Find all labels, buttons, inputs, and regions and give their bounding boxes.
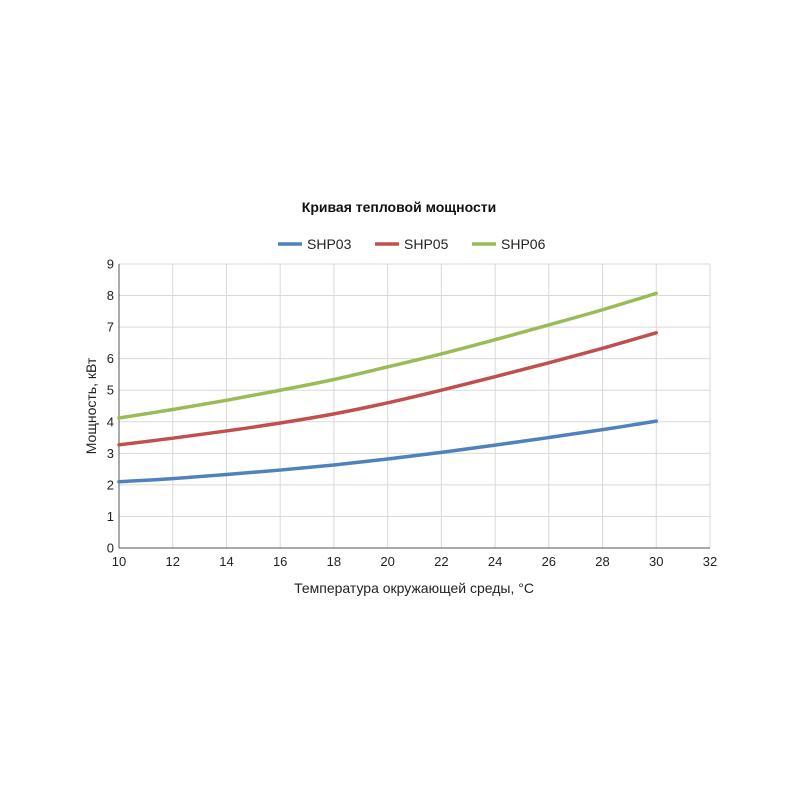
y-tick-label: 8 bbox=[107, 288, 114, 303]
y-tick-label: 0 bbox=[107, 541, 114, 556]
series-line-shp05 bbox=[117, 331, 659, 447]
x-tick-label: 18 bbox=[327, 554, 341, 569]
grid-lines bbox=[118, 263, 711, 549]
series-line-shp03 bbox=[117, 419, 659, 484]
x-axis-label: Температура окружающей среды, °С bbox=[294, 580, 534, 596]
x-tick-label: 30 bbox=[649, 554, 663, 569]
y-tick-label: 2 bbox=[107, 477, 114, 492]
y-tick-labels: 0 1 2 3 4 5 6 7 8 9 bbox=[107, 257, 114, 556]
y-tick-label: 7 bbox=[107, 320, 114, 335]
x-tick-label: 26 bbox=[542, 554, 556, 569]
x-tick-label: 14 bbox=[219, 554, 233, 569]
y-tick-label: 4 bbox=[107, 414, 114, 429]
x-tick-label: 32 bbox=[703, 554, 717, 569]
y-axis-label: Мощность, кВт bbox=[83, 357, 99, 454]
chart-title: Кривая тепловой мощности bbox=[302, 199, 496, 215]
y-tick-label: 1 bbox=[107, 509, 114, 524]
legend-label-shp03: SHP03 bbox=[307, 236, 352, 252]
y-tick-label: 6 bbox=[107, 351, 114, 366]
legend-label-shp05: SHP05 bbox=[404, 236, 449, 252]
y-tick-label: 3 bbox=[107, 446, 114, 461]
x-tick-label: 24 bbox=[488, 554, 502, 569]
x-tick-label: 10 bbox=[112, 554, 126, 569]
y-tick-label: 5 bbox=[107, 383, 114, 398]
x-tick-label: 22 bbox=[434, 554, 448, 569]
x-tick-label: 12 bbox=[165, 554, 179, 569]
x-tick-label: 28 bbox=[595, 554, 609, 569]
series-lines bbox=[117, 291, 659, 484]
legend-label-shp06: SHP06 bbox=[501, 236, 546, 252]
axes bbox=[118, 264, 710, 549]
legend: SHP03 SHP05 SHP06 bbox=[278, 236, 546, 252]
series-line-shp06 bbox=[117, 291, 659, 420]
x-tick-labels: 10 12 14 16 18 20 22 24 26 28 30 32 bbox=[112, 554, 717, 569]
y-tick-label: 9 bbox=[107, 257, 114, 272]
x-tick-label: 16 bbox=[273, 554, 287, 569]
x-tick-label: 20 bbox=[380, 554, 394, 569]
